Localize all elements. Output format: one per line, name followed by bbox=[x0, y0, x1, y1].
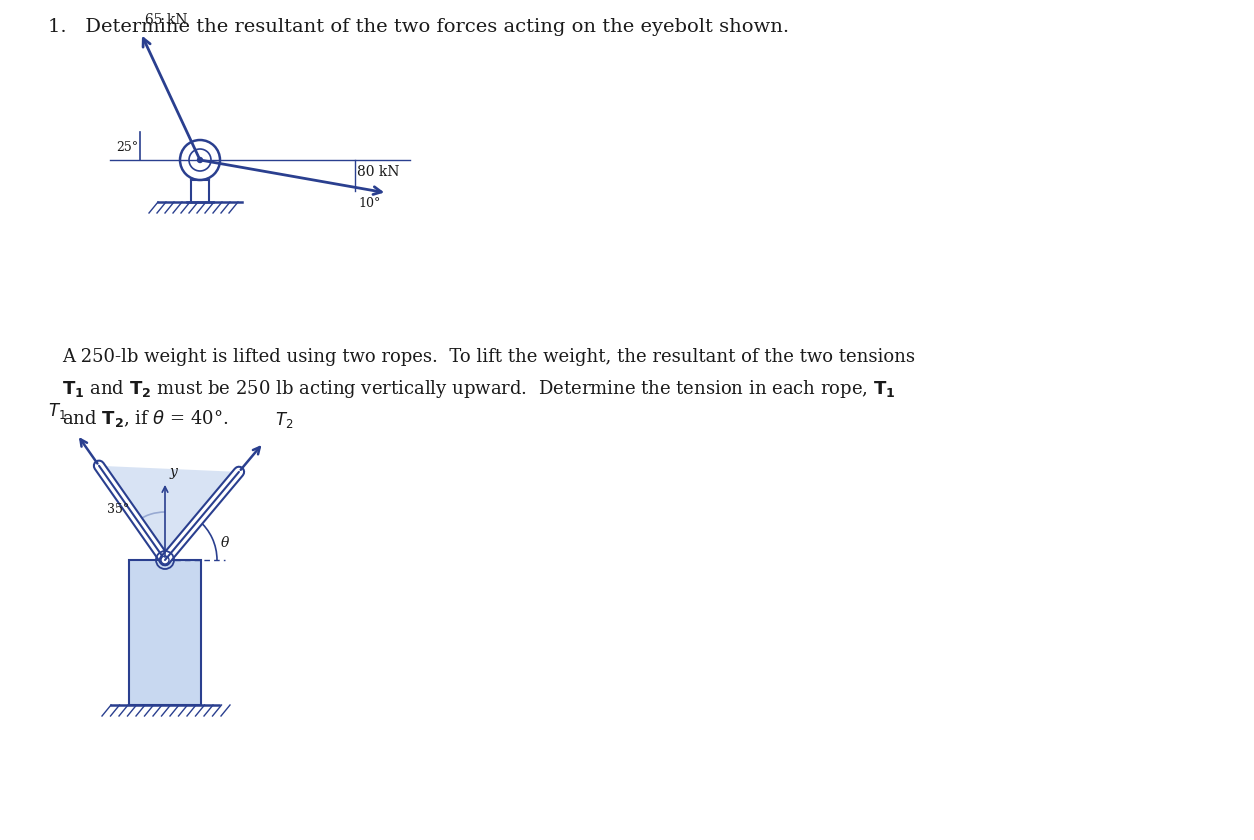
Text: 10°: 10° bbox=[357, 197, 380, 210]
Polygon shape bbox=[99, 466, 240, 560]
Text: θ: θ bbox=[221, 536, 229, 550]
Bar bbox=[129, 560, 201, 705]
Text: 65 kN: 65 kN bbox=[144, 13, 187, 27]
Text: 25°: 25° bbox=[115, 141, 138, 154]
Text: 35°: 35° bbox=[107, 503, 129, 516]
Text: $T_1$: $T_1$ bbox=[48, 401, 66, 421]
Text: 1.   Determine the resultant of the two forces acting on the eyebolt shown.: 1. Determine the resultant of the two fo… bbox=[48, 18, 789, 36]
Text: and $\mathbf{T_2}$, if $\theta$ = 40°.: and $\mathbf{T_2}$, if $\theta$ = 40°. bbox=[61, 408, 228, 429]
Text: y: y bbox=[171, 465, 178, 479]
Text: A 250-lb weight is lifted using two ropes.  To lift the weight, the resultant of: A 250-lb weight is lifted using two rope… bbox=[61, 348, 915, 366]
Text: $\mathbf{T_1}$ and $\mathbf{T_2}$ must be 250 lb acting vertically upward.  Dete: $\mathbf{T_1}$ and $\mathbf{T_2}$ must b… bbox=[61, 378, 895, 400]
Text: $T_2$: $T_2$ bbox=[275, 410, 293, 429]
Circle shape bbox=[197, 157, 202, 162]
Text: 80 kN: 80 kN bbox=[357, 165, 400, 179]
